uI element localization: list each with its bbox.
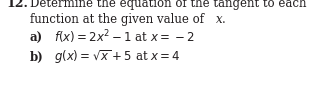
Text: $\mathit{f}(x) = 2x^2 - 1$ at $x = -2$: $\mathit{f}(x) = 2x^2 - 1$ at $x = -2$ bbox=[54, 28, 194, 46]
Text: b): b) bbox=[30, 51, 44, 64]
Text: function at the given value of: function at the given value of bbox=[30, 13, 208, 26]
Text: Determine the equation of the tangent to each: Determine the equation of the tangent to… bbox=[30, 0, 307, 10]
Text: 12.: 12. bbox=[6, 0, 28, 10]
Text: $\mathit{g}(x) = \sqrt{x} + 5$ at $x = 4$: $\mathit{g}(x) = \sqrt{x} + 5$ at $x = 4… bbox=[54, 48, 181, 66]
Text: .: . bbox=[222, 13, 226, 26]
Text: x: x bbox=[216, 13, 223, 26]
Text: a): a) bbox=[30, 32, 43, 45]
